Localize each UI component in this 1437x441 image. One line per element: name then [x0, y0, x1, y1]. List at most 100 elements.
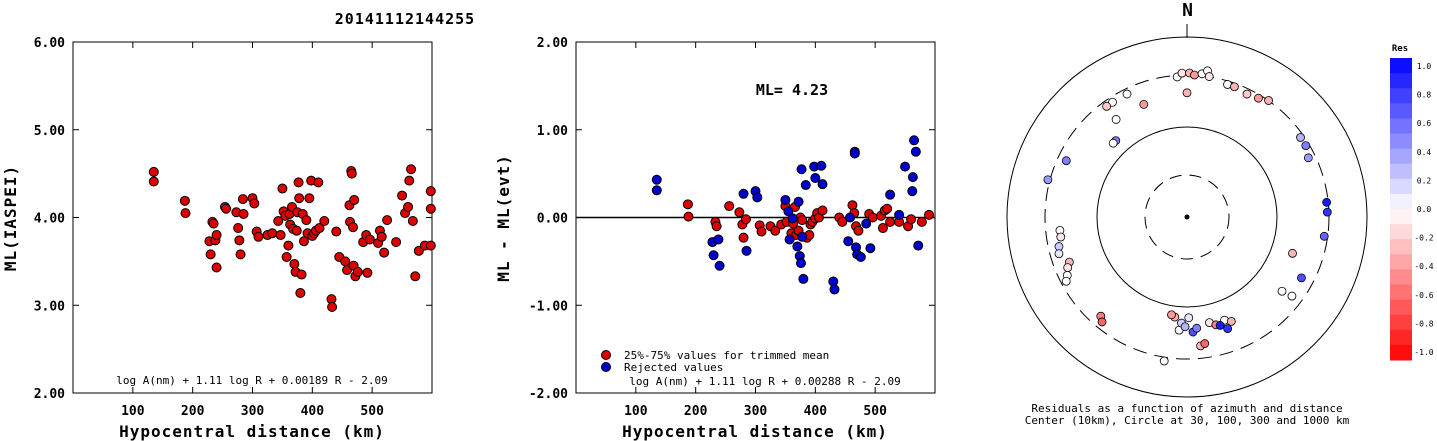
ml-x-tick-label: 200 [181, 404, 205, 419]
residual-x-tick-label: 400 [804, 404, 828, 419]
ml-y-tick-label: 6.00 [34, 36, 65, 51]
ml-data-point [425, 240, 436, 251]
ml-data-point [327, 302, 338, 313]
legend: 25%-75% values for trimmed mean Rejected… [601, 349, 829, 374]
azimuth-data-point [1056, 232, 1066, 242]
ml-x-tick-label: 500 [360, 404, 384, 419]
caption-line-2: Center (10km), Circle at 30, 100, 300 an… [1025, 414, 1350, 427]
ml-data-point [291, 225, 302, 236]
residual-data-point [793, 196, 804, 207]
residual-data-point [770, 225, 781, 236]
colorbar-tick-label: 0.6 [1417, 119, 1432, 128]
residual-y-axis-label: ML - ML(evt) [494, 154, 513, 282]
residual-data-point [885, 189, 896, 200]
caption-line-1: Residuals as a function of azimuth and d… [1031, 402, 1342, 415]
azimuth-data-point [1184, 313, 1194, 323]
colorbar-title: Res [1392, 44, 1408, 54]
colorbar-tick-label: 1.0 [1417, 62, 1432, 71]
azimuth-data-point [1301, 141, 1311, 151]
residual-data-point [882, 203, 893, 214]
ml-data-point [179, 195, 190, 206]
residual-data-point [708, 250, 719, 261]
residual-data-point [800, 180, 811, 191]
ml-data-point [281, 251, 292, 262]
residual-data-point [924, 209, 935, 220]
ml-data-point [273, 216, 284, 227]
residual-data-point [713, 234, 724, 245]
residual-y-tick-label: 1.00 [537, 124, 568, 139]
residual-data-point [849, 148, 860, 159]
legend-label-rejected: Rejected values [624, 361, 723, 374]
azimuth-data-point [1204, 72, 1214, 81]
residual-data-point [738, 188, 749, 199]
residual-data-point [865, 243, 876, 254]
ml-data-point [211, 262, 222, 273]
ml-data-point [304, 193, 315, 204]
ml-data-point [148, 166, 159, 177]
ml-data-point [296, 269, 307, 280]
azimuth-data-point [1167, 310, 1176, 320]
colorbar-cell [1390, 133, 1412, 150]
ml-event-annotation: ML= 4.23 [756, 81, 828, 99]
azimuth-data-point [1253, 93, 1263, 103]
azimuth-data-point [1139, 100, 1149, 109]
azimuth-data-point [1215, 321, 1225, 330]
ml-data-point [275, 230, 286, 241]
colorbar-cell [1390, 224, 1412, 240]
ring-100km [1096, 126, 1278, 308]
ml-y-tick-label: 2.00 [34, 387, 65, 402]
colorbar-tick-label: -0.6 [1414, 291, 1433, 300]
residual-data-point [853, 225, 864, 236]
ml-data-point [348, 222, 359, 233]
residual-data-point [797, 215, 808, 226]
residual-data-point [817, 205, 828, 216]
azimuth-data-point [1226, 316, 1236, 326]
ml-data-point [267, 228, 278, 239]
azimuth-data-point [1180, 322, 1190, 332]
colorbar-tick-label: 0.2 [1417, 176, 1432, 185]
residual-data-point [843, 236, 854, 247]
azimuth-data-point [1322, 207, 1332, 217]
colorbar-cells [1390, 58, 1412, 361]
residual-data-point [916, 216, 927, 227]
colorbar-tick-label: -0.4 [1414, 262, 1433, 271]
residual-data-point [796, 164, 807, 175]
colorbar-tick-label: 0.0 [1417, 205, 1432, 214]
azimuth-data-point [1097, 317, 1107, 327]
north-label: N [1182, 0, 1194, 21]
residual-data-point [711, 221, 722, 232]
ml-y-tick-label: 4.00 [34, 212, 65, 227]
residual-data-point [861, 218, 872, 229]
azimuth-data-point [1190, 70, 1199, 80]
colorbar-cell [1390, 209, 1412, 225]
azimuth-data-point [1177, 68, 1187, 78]
azimuth-points [1043, 66, 1332, 366]
ml-data-point [376, 231, 387, 242]
residual-axis-ticks: 100 200 300 400 500 -2.00 -1.00 0.00 1.00 2.00 [529, 36, 935, 419]
colorbar-cell [1390, 239, 1412, 255]
ml-data-point [403, 201, 414, 212]
ml-data-point [253, 231, 264, 242]
ring-30km [1144, 174, 1230, 260]
azimuth-data-point [1111, 115, 1121, 124]
residual-data-point [740, 214, 751, 225]
azimuth-residual-plot: N Residuals as a function of azimuth and… [1006, 0, 1368, 427]
residual-data-point [817, 179, 828, 190]
ml-data-point [382, 215, 393, 226]
azimuth-data-point [1297, 273, 1306, 283]
ml-data-point [237, 194, 248, 205]
ml-x-tick-label: 400 [301, 404, 325, 419]
ml-x-tick-label: 300 [241, 404, 265, 419]
colorbar-cell [1390, 284, 1412, 301]
residual-x-tick-label: 100 [624, 404, 648, 419]
residual-formula: log A(nm) + 1.11 log R + 0.00288 R - 2.0… [629, 375, 901, 388]
azimuth-data-point [1200, 339, 1210, 348]
colorbar-cell [1390, 73, 1412, 89]
residual-data-point [714, 260, 725, 271]
azimuth-data-point [1192, 323, 1202, 333]
residual-data-point [756, 226, 767, 237]
ml-data-point [425, 203, 436, 214]
azimuth-data-point [1223, 324, 1233, 334]
ml-data-point [379, 247, 390, 258]
